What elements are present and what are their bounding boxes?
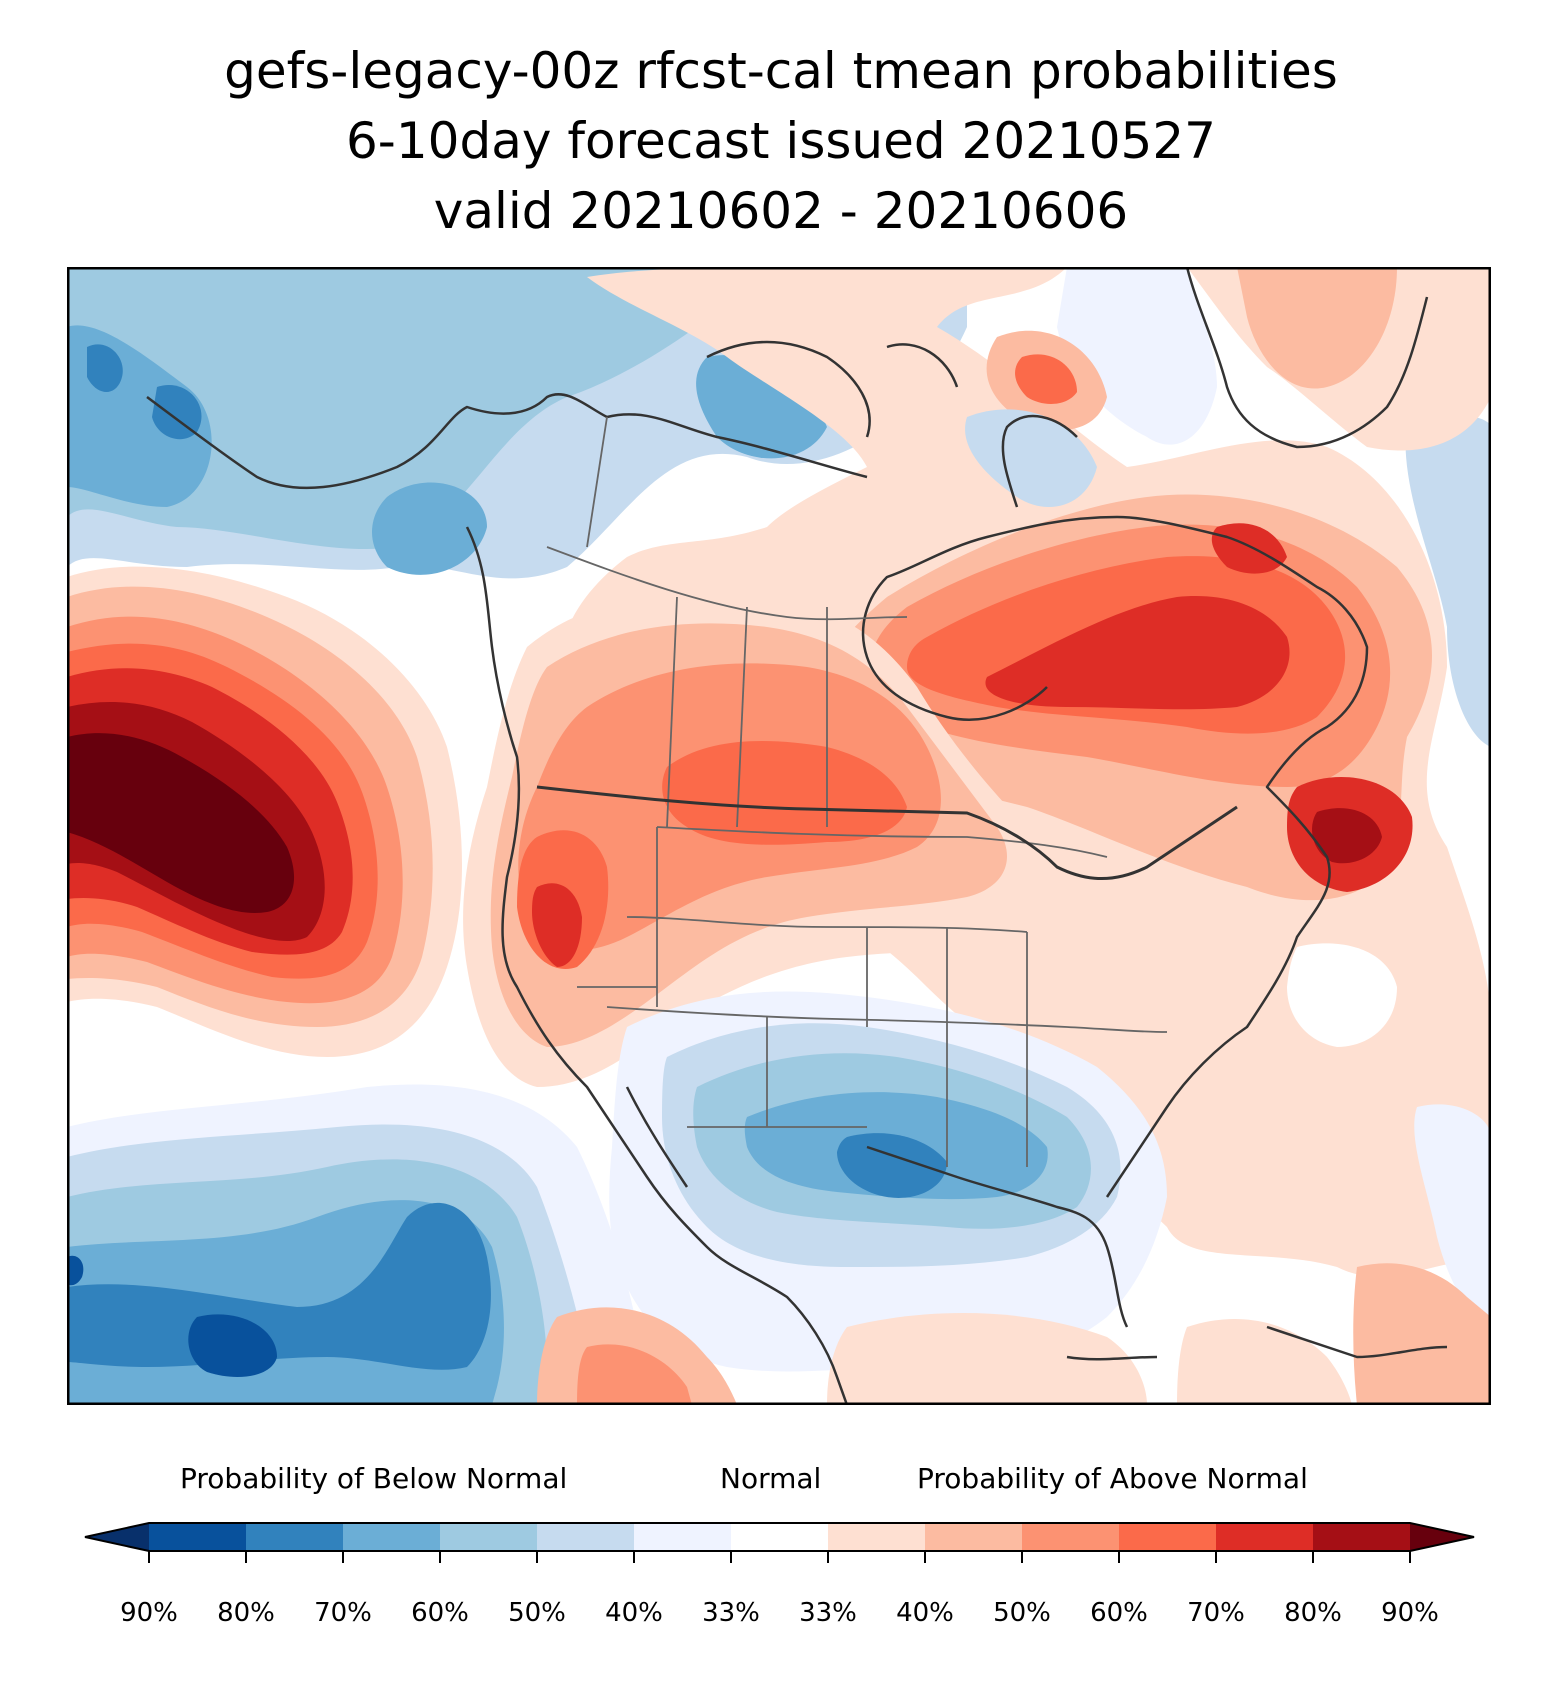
colorbar-segment — [149, 1523, 246, 1551]
colorbar-segment — [634, 1523, 731, 1551]
colorbar-segment — [537, 1523, 634, 1551]
above-normal-label: Probability of Above Normal — [917, 1462, 1308, 1495]
probability-map — [67, 267, 1491, 1405]
above-normal-region-pacific — [67, 566, 462, 1057]
colorbar-tick-label: 90% — [120, 1598, 178, 1628]
colorbar-over-arrow — [1410, 1523, 1474, 1551]
colorbar-tick-label: 40% — [605, 1598, 663, 1628]
colorbar-tick-label: 70% — [314, 1598, 372, 1628]
title-line-2: 6-10day forecast issued 20210527 — [346, 112, 1216, 170]
colorbar — [84, 1522, 1475, 1563]
below-normal-region-greenland — [1057, 267, 1491, 747]
below-normal-region-arctic — [965, 409, 1491, 1327]
colorbar-segment — [925, 1523, 1022, 1551]
normal-patch-atlantic — [1287, 943, 1397, 1047]
map-svg — [67, 267, 1491, 1405]
colorbar-segment — [1313, 1523, 1410, 1551]
colorbar-tick-label: 70% — [1187, 1598, 1245, 1628]
colorbar-segment — [1022, 1523, 1119, 1551]
colorbar-segment — [343, 1523, 440, 1551]
colorbar-segment — [731, 1523, 828, 1551]
colorbar-segment — [828, 1523, 925, 1551]
colorbar-segment — [1119, 1523, 1216, 1551]
colorbar-tick-label: 80% — [1284, 1598, 1342, 1628]
normal-label: Normal — [720, 1462, 822, 1495]
colorbar-tick-label: 90% — [1381, 1598, 1439, 1628]
coastlines — [146, 267, 1448, 1405]
colorbar-under-arrow — [85, 1523, 149, 1551]
colorbar-segment — [1216, 1523, 1313, 1551]
colorbar-tick-label: 40% — [896, 1598, 954, 1628]
political-borders — [546, 416, 1168, 1167]
colorbar-segment — [440, 1523, 537, 1551]
colorbar-segment — [246, 1523, 343, 1551]
below-normal-region-southeast — [609, 991, 1167, 1372]
map-border — [67, 267, 1491, 1405]
colorbar-tick-label: 33% — [799, 1598, 857, 1628]
title-line-1: gefs-legacy-00z rfcst-cal tmean probabil… — [224, 42, 1338, 100]
colorbar-tick-label: 80% — [217, 1598, 275, 1628]
colorbar-tick-label: 60% — [411, 1598, 469, 1628]
below-normal-region-pacific-south — [67, 1084, 667, 1405]
below-normal-label: Probability of Below Normal — [180, 1462, 568, 1495]
colorbar-tick-label: 50% — [508, 1598, 566, 1628]
us-canada-border — [536, 785, 1238, 881]
colorbar-tick-label: 50% — [993, 1598, 1051, 1628]
title-line-3: valid 20210602 - 20210606 — [433, 182, 1129, 240]
colorbar-tick-label: 33% — [702, 1598, 760, 1628]
above-normal-region-south — [537, 1263, 1491, 1405]
colorbar-tick-label: 60% — [1090, 1598, 1148, 1628]
